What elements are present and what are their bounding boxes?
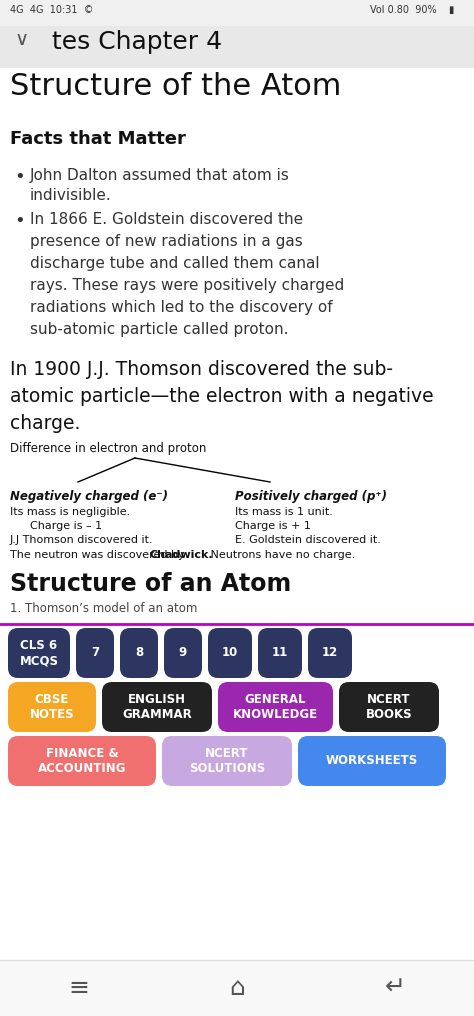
Text: Neutrons have no charge.: Neutrons have no charge. xyxy=(207,550,355,560)
Text: •: • xyxy=(14,168,25,186)
Text: E. Goldstein discovered it.: E. Goldstein discovered it. xyxy=(235,535,381,545)
Bar xyxy=(0,0,474,26)
FancyBboxPatch shape xyxy=(76,628,114,678)
Text: discharge tube and called them canal: discharge tube and called them canal xyxy=(30,256,319,271)
Bar xyxy=(0,26,474,68)
Text: Charge is – 1: Charge is – 1 xyxy=(30,521,102,531)
FancyBboxPatch shape xyxy=(8,682,96,732)
Text: CLS 6
MCQS: CLS 6 MCQS xyxy=(19,639,58,666)
Text: The neutron was discovered by: The neutron was discovered by xyxy=(10,550,188,560)
Text: 11: 11 xyxy=(272,646,288,659)
Text: 12: 12 xyxy=(322,646,338,659)
Text: sub-atomic particle called proton.: sub-atomic particle called proton. xyxy=(30,322,289,337)
Text: NCERT
SOLUTIONS: NCERT SOLUTIONS xyxy=(189,747,265,775)
Text: presence of new radiations in a gas: presence of new radiations in a gas xyxy=(30,234,303,249)
Text: 4G  4G  10:31  ©: 4G 4G 10:31 © xyxy=(10,5,93,15)
FancyBboxPatch shape xyxy=(8,628,70,678)
FancyBboxPatch shape xyxy=(258,628,302,678)
Text: ≡: ≡ xyxy=(69,976,90,1000)
Text: In 1866 E. Goldstein discovered the: In 1866 E. Goldstein discovered the xyxy=(30,212,303,227)
Text: ▮: ▮ xyxy=(448,5,453,15)
FancyBboxPatch shape xyxy=(308,628,352,678)
FancyBboxPatch shape xyxy=(298,736,446,786)
Bar xyxy=(0,960,474,1016)
Text: ∨: ∨ xyxy=(14,30,28,49)
Text: •: • xyxy=(14,212,25,230)
FancyBboxPatch shape xyxy=(162,736,292,786)
Text: Chadwick.: Chadwick. xyxy=(150,550,214,560)
Text: ENGLISH
GRAMMAR: ENGLISH GRAMMAR xyxy=(122,693,192,721)
Text: J.J Thomson discovered it.: J.J Thomson discovered it. xyxy=(10,535,154,545)
Text: Facts that Matter: Facts that Matter xyxy=(10,130,186,148)
Text: Difference in electron and proton: Difference in electron and proton xyxy=(10,442,206,455)
Text: In 1900 J.J. Thomson discovered the sub-: In 1900 J.J. Thomson discovered the sub- xyxy=(10,360,393,379)
FancyBboxPatch shape xyxy=(102,682,212,732)
Text: tes Chapter 4: tes Chapter 4 xyxy=(52,30,222,54)
FancyBboxPatch shape xyxy=(218,682,333,732)
FancyBboxPatch shape xyxy=(339,682,439,732)
FancyBboxPatch shape xyxy=(8,736,156,786)
Text: 9: 9 xyxy=(179,646,187,659)
FancyBboxPatch shape xyxy=(164,628,202,678)
Text: GENERAL
KNOWLEDGE: GENERAL KNOWLEDGE xyxy=(233,693,318,721)
Text: 1. Thomson’s model of an atom: 1. Thomson’s model of an atom xyxy=(10,602,197,615)
Text: Its mass is negligible.: Its mass is negligible. xyxy=(10,507,130,517)
Text: charge.: charge. xyxy=(10,414,81,433)
Text: Its mass is 1 unit.: Its mass is 1 unit. xyxy=(235,507,333,517)
Text: 8: 8 xyxy=(135,646,143,659)
Text: CBSE
NOTES: CBSE NOTES xyxy=(30,693,74,721)
Text: FINANCE &
ACCOUNTING: FINANCE & ACCOUNTING xyxy=(38,747,126,775)
Text: radiations which led to the discovery of: radiations which led to the discovery of xyxy=(30,300,333,315)
Text: Negatively charged (e⁻): Negatively charged (e⁻) xyxy=(10,490,168,503)
Text: WORKSHEETS: WORKSHEETS xyxy=(326,755,418,767)
Text: NCERT
BOOKS: NCERT BOOKS xyxy=(365,693,412,721)
FancyBboxPatch shape xyxy=(120,628,158,678)
Text: Structure of an Atom: Structure of an Atom xyxy=(10,572,291,596)
FancyBboxPatch shape xyxy=(208,628,252,678)
Text: ↵: ↵ xyxy=(384,976,405,1000)
Text: Structure of the Atom: Structure of the Atom xyxy=(10,72,341,101)
Text: John Dalton assumed that atom is: John Dalton assumed that atom is xyxy=(30,168,290,183)
Text: atomic particle—the electron with a negative: atomic particle—the electron with a nega… xyxy=(10,387,434,406)
Text: 10: 10 xyxy=(222,646,238,659)
Text: 7: 7 xyxy=(91,646,99,659)
Text: ⌂: ⌂ xyxy=(229,976,245,1000)
Text: rays. These rays were positively charged: rays. These rays were positively charged xyxy=(30,278,344,293)
Text: Vol 0.80  90%: Vol 0.80 90% xyxy=(370,5,437,15)
Text: indivisible.: indivisible. xyxy=(30,188,112,203)
Text: Charge is + 1: Charge is + 1 xyxy=(235,521,311,531)
Text: Positively charged (p⁺): Positively charged (p⁺) xyxy=(235,490,387,503)
